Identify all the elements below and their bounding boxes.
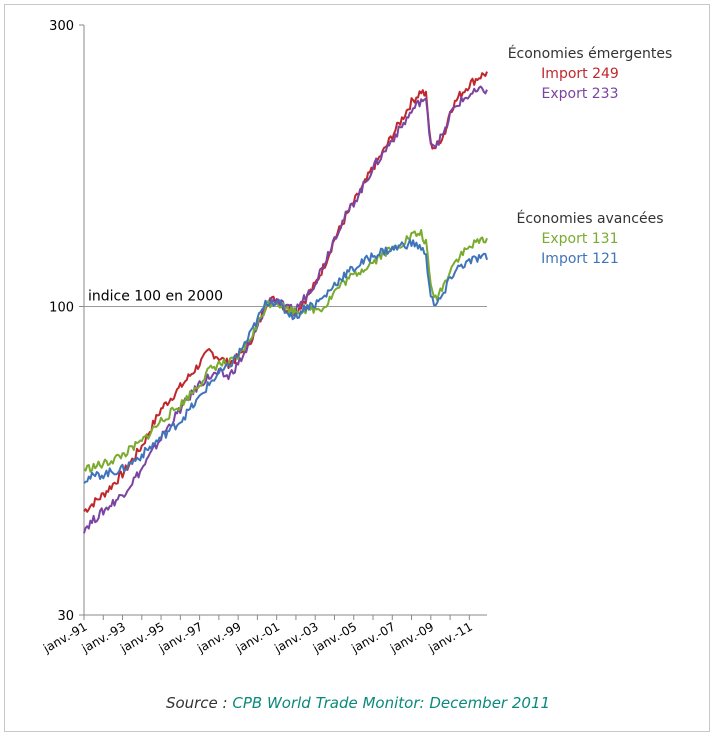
series-group [83,71,488,534]
axes [83,25,487,616]
x-tick-label: janv.-07 [348,619,397,656]
legend-item-em_export: Export 233 [542,86,619,102]
x-tick-label: janv.-99 [194,619,243,656]
series-line-adv_export [83,229,488,473]
x-tick-label: janv.-11 [425,619,474,656]
legend-group-title: Économies avancées [517,210,664,227]
legend-item-adv_import: Import 121 [541,251,619,267]
chart-frame [4,4,710,732]
x-tick-label: janv.-95 [117,619,166,656]
y-tick-label: 300 [49,19,74,34]
series-line-adv_import [83,238,488,484]
x-tick-label: janv.-97 [156,619,205,656]
legend-item-adv_export: Export 131 [542,231,619,247]
x-tick-label: janv.-93 [79,619,128,656]
y-tick-label: 30 [57,609,74,624]
y-tick-label: 100 [49,301,74,316]
reference-line-label: indice 100 en 2000 [88,289,223,305]
x-tick-label: janv.-03 [271,619,320,656]
x-tick-label: janv.-91 [40,619,89,656]
source-caption: Source : CPB World Trade Monitor: Decemb… [0,694,716,712]
x-tick-label: janv.-09 [387,619,436,656]
legend-item-em_import: Import 249 [541,66,619,82]
x-tick-label: janv.-01 [233,619,282,656]
x-tick-label: janv.-05 [310,619,359,656]
source-text: CPB World Trade Monitor: December 2011 [232,694,551,712]
source-prefix: Source : [165,694,233,712]
legend: Économies émergentes Import 249 Export 233… [508,45,673,267]
legend-group-title: Économies émergentes [508,45,673,62]
